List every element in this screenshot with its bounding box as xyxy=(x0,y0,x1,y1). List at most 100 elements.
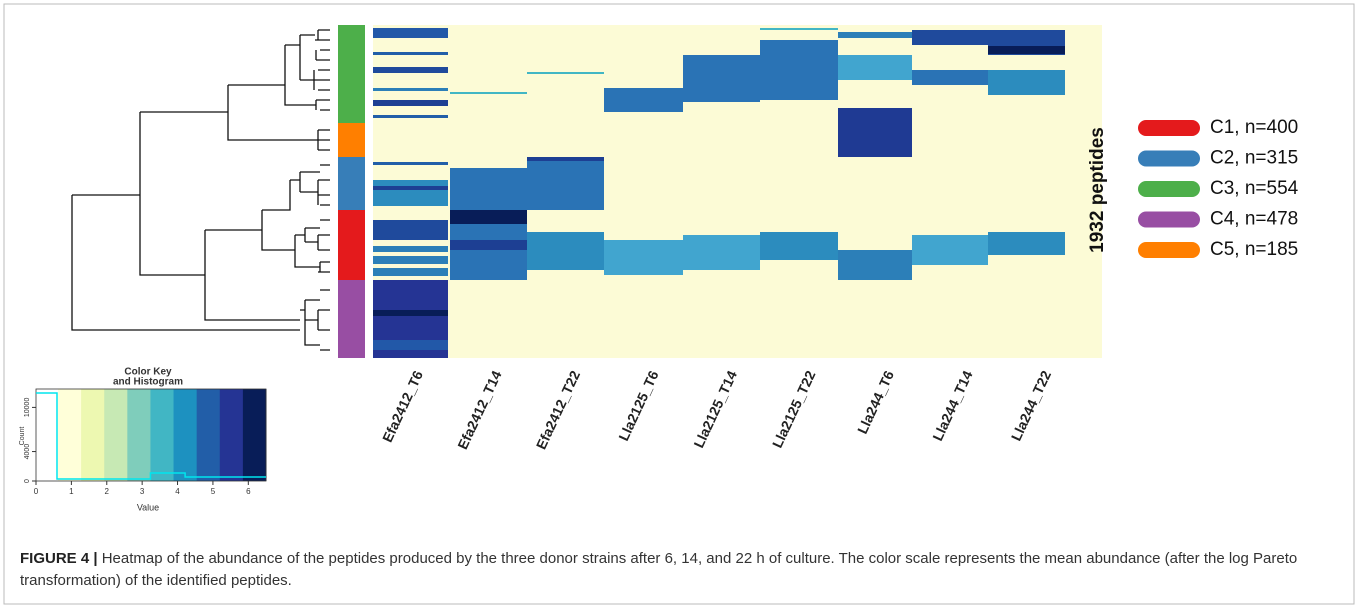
heat-stripe xyxy=(604,88,683,112)
heat-stripe xyxy=(373,186,448,190)
heat-stripe xyxy=(450,240,527,250)
x-tick-label: 6 xyxy=(246,487,251,496)
color-key-swatch xyxy=(150,389,175,481)
column-label: Lla2125_T6 xyxy=(615,368,661,443)
x-tick-label: 4 xyxy=(175,487,180,496)
column-label: Lla244_T22 xyxy=(1008,368,1054,443)
color-key-swatch xyxy=(127,389,151,481)
heat-stripe xyxy=(373,88,448,91)
column-label: Efa2412_T14 xyxy=(454,368,504,452)
heat-stripe xyxy=(527,232,604,270)
heat-stripe xyxy=(373,180,448,206)
color-key-swatch xyxy=(58,389,82,481)
heat-stripe xyxy=(373,100,448,106)
heat-stripe xyxy=(373,28,448,38)
color-key-swatch xyxy=(81,389,105,481)
color-key-y-label: Count xyxy=(19,427,26,446)
cluster-segment xyxy=(338,210,365,280)
heat-stripe xyxy=(373,115,448,118)
heat-stripe xyxy=(760,40,838,100)
heat-stripe xyxy=(760,28,838,30)
heat-stripe xyxy=(450,210,527,224)
heat-stripe xyxy=(527,157,604,210)
caption-text: Heatmap of the abundance of the peptides… xyxy=(20,550,1298,589)
heat-stripe xyxy=(838,250,912,280)
legend-swatch xyxy=(1138,211,1200,228)
column-label: Efa2412_T22 xyxy=(533,368,583,452)
color-key-swatch xyxy=(104,389,128,481)
legend-label: C2, n=315 xyxy=(1210,148,1298,169)
legend-label: C3, n=554 xyxy=(1210,178,1299,199)
column-label: Lla2125_T22 xyxy=(769,368,819,450)
heat-stripe xyxy=(838,32,912,38)
heat-stripe xyxy=(373,162,448,165)
heat-stripe xyxy=(373,52,448,55)
y-tick-label: 10000 xyxy=(24,398,31,418)
caption-label: FIGURE 4 | xyxy=(20,550,98,567)
y-tick-label: 0 xyxy=(24,479,31,483)
legend-label: C4, n=478 xyxy=(1210,209,1298,230)
heat-stripe xyxy=(838,108,912,157)
color-key-frame xyxy=(35,388,267,482)
color-key-x-label: Value xyxy=(137,502,159,512)
column-label: Efa2412_T6 xyxy=(379,368,426,445)
heat-stripe xyxy=(373,252,448,256)
y-tick-label: 4000 xyxy=(24,444,31,460)
heat-stripe xyxy=(912,30,988,45)
column-label: Lla2125_T14 xyxy=(690,368,740,450)
color-key-swatch xyxy=(196,389,221,481)
legend-swatch xyxy=(1138,120,1200,136)
legend-swatch xyxy=(1138,181,1200,197)
heat-stripe xyxy=(450,92,527,94)
heat-stripe xyxy=(373,310,448,316)
heat-stripe xyxy=(988,46,1065,54)
color-key: Color Key and Histogram Value Count 0 1 2 3… xyxy=(19,367,267,512)
heat-stripes xyxy=(373,28,1065,358)
legend-swatch xyxy=(1138,242,1200,258)
color-key-swatch xyxy=(219,389,244,481)
color-key-title: Color Key xyxy=(124,367,172,378)
histogram-line xyxy=(36,392,266,480)
heat-stripe xyxy=(604,240,683,275)
legend-label: C5, n=185 xyxy=(1210,239,1298,260)
x-tick-label: 5 xyxy=(211,487,216,496)
legend-label: C1, n=400 xyxy=(1210,117,1298,138)
heat-stripe xyxy=(527,72,604,74)
dendrogram xyxy=(71,29,330,351)
heat-stripe xyxy=(988,232,1065,255)
cluster-segment xyxy=(338,157,365,210)
row-annotation: 1932 peptides xyxy=(1087,127,1108,253)
x-tick-label: 2 xyxy=(105,487,110,496)
cluster-segment xyxy=(338,25,365,123)
heat-stripe xyxy=(912,70,988,85)
column-label: Lla244_T14 xyxy=(929,368,975,443)
heat-stripe xyxy=(683,235,760,270)
cluster-segment xyxy=(338,123,365,157)
color-key-subtitle: and Histogram xyxy=(113,377,183,388)
column-labels: Efa2412_T6 Efa2412_T14 Efa2412_T22 Lla2125_… xyxy=(379,368,1054,452)
color-key-swatch xyxy=(173,389,198,481)
x-tick-label: 1 xyxy=(69,487,74,496)
x-tick-label: 3 xyxy=(140,487,145,496)
heatmap xyxy=(373,25,1102,358)
column-label: Lla244_T6 xyxy=(854,368,897,436)
cluster-bar xyxy=(338,25,365,358)
heat-stripe xyxy=(373,264,448,268)
heat-stripe xyxy=(373,340,448,350)
legend: C1, n=400 C2, n=315 C3, n=554 C4, n=478 C5, … xyxy=(1138,117,1299,260)
heat-stripe xyxy=(988,70,1065,95)
caption: FIGURE 4 | Heatmap of the abundance of t… xyxy=(20,548,1338,592)
x-tick-label: 0 xyxy=(34,487,39,496)
heat-stripe xyxy=(838,55,912,80)
heat-stripe xyxy=(373,220,448,240)
heat-stripe xyxy=(373,246,448,276)
heat-stripe xyxy=(683,55,760,102)
heat-stripe xyxy=(527,157,604,161)
cluster-segment xyxy=(338,280,365,358)
heat-stripe xyxy=(760,232,838,260)
heat-stripe xyxy=(373,67,448,73)
heat-stripe xyxy=(912,235,988,265)
color-key-swatch xyxy=(242,389,267,481)
